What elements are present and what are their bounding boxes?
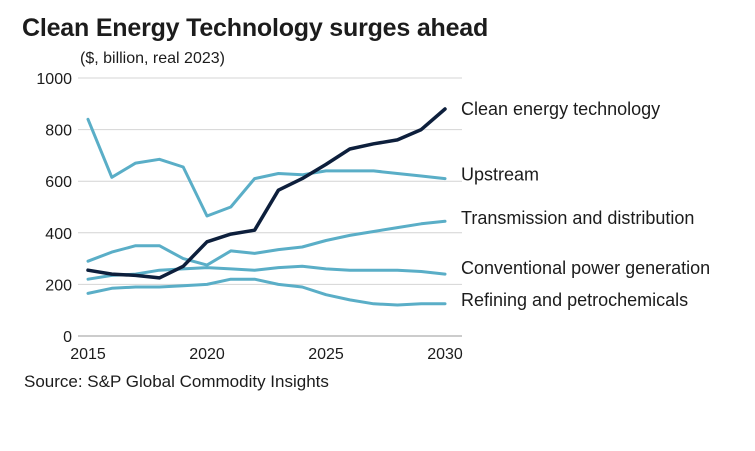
x-tick-label: 2015: [70, 346, 106, 363]
series-label: Clean energy technology: [461, 99, 660, 119]
chart-source: Source: S&P Global Commodity Insights: [24, 372, 329, 391]
y-tick-label: 200: [45, 277, 72, 294]
y-tick-label: 0: [63, 329, 72, 346]
series-label: Conventional power generation: [461, 258, 710, 278]
label-layer: 0 200 400 600 800 1000 2015 2020 2025 2030 Clean e…: [36, 71, 710, 363]
series-line-conventional-power-generation: [86, 264, 447, 281]
series-label: Refining and petrochemicals: [461, 290, 688, 310]
series-line-clean-energy-technology: [86, 107, 447, 280]
series-line-transmission-and-distribution: [86, 219, 447, 267]
x-tick-label: 2020: [189, 346, 225, 363]
chart-subtitle: ($, billion, real 2023): [80, 50, 225, 67]
x-tick-label: 2025: [308, 346, 344, 363]
series-layer: [86, 107, 447, 307]
y-tick-label: 1000: [36, 71, 72, 88]
grid-layer: [78, 77, 462, 337]
y-tick-label: 600: [45, 174, 72, 191]
series-line-upstream: [86, 117, 447, 218]
x-tick-label: 2030: [427, 346, 463, 363]
chart-title: Clean Energy Technology surges ahead: [22, 14, 489, 42]
series-line-refining-and-petrochemicals: [86, 277, 447, 307]
y-tick-label: 800: [45, 123, 72, 140]
y-tick-label: 400: [45, 226, 72, 243]
series-label: Upstream: [461, 165, 539, 185]
series-label: Transmission and distribution: [461, 208, 694, 228]
